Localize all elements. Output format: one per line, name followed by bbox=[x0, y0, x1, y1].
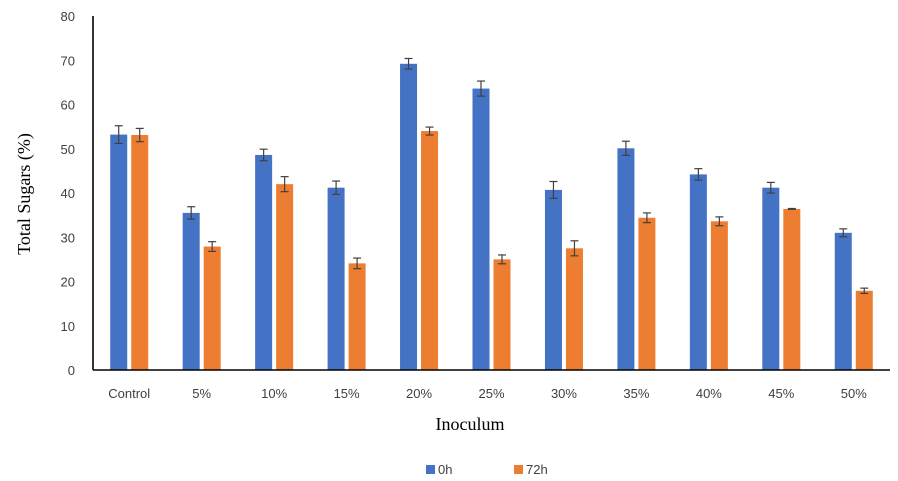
error-bar-72h-25% bbox=[498, 254, 506, 265]
bar-0h-40% bbox=[689, 174, 707, 370]
bar-72h-20% bbox=[421, 131, 439, 370]
bar-0h-20% bbox=[400, 63, 418, 370]
error-bar-72h-15% bbox=[353, 257, 362, 270]
error-bars bbox=[114, 57, 869, 295]
x-tick-label: 35% bbox=[623, 386, 649, 401]
bar-0h-45% bbox=[762, 187, 780, 370]
x-tick-label: 15% bbox=[334, 386, 360, 401]
x-tick-label: 5% bbox=[192, 386, 211, 401]
error-bar-0h-10% bbox=[259, 148, 268, 162]
y-axis-title: Total Sugars (%) bbox=[14, 133, 35, 255]
y-tick-label: 40 bbox=[61, 186, 75, 201]
error-bar-72h-30% bbox=[570, 240, 579, 257]
x-tick-label: 50% bbox=[841, 386, 867, 401]
bar-72h-40% bbox=[710, 221, 728, 370]
y-tick-label: 50 bbox=[61, 142, 75, 157]
bar-72h-25% bbox=[493, 259, 511, 370]
error-bar-0h-Control bbox=[114, 125, 123, 145]
error-bar-72h-50% bbox=[860, 287, 869, 295]
x-tick-labels: Control 5% 10% 15% 20% 25% 30% 35% 40% 45% 50% bbox=[108, 386, 867, 401]
error-bar-72h-Control bbox=[135, 127, 144, 143]
error-bar-72h-10% bbox=[280, 176, 289, 193]
bar-72h-10% bbox=[276, 184, 294, 370]
x-tick-label: 45% bbox=[768, 386, 794, 401]
bar-72h-45% bbox=[783, 208, 801, 370]
error-bar-0h-5% bbox=[187, 206, 196, 220]
legend-swatch-0h bbox=[426, 465, 435, 474]
error-bar-0h-35% bbox=[621, 140, 630, 156]
bar-72h-30% bbox=[565, 248, 583, 370]
bars bbox=[110, 63, 873, 370]
error-bar-0h-15% bbox=[332, 180, 341, 195]
bar-0h-50% bbox=[834, 232, 852, 370]
error-bar-0h-30% bbox=[549, 180, 558, 199]
bar-0h-15% bbox=[327, 187, 345, 370]
bar-0h-30% bbox=[544, 189, 562, 370]
y-tick-label: 60 bbox=[61, 98, 75, 113]
bar-72h-35% bbox=[638, 217, 656, 370]
error-bar-0h-45% bbox=[766, 181, 775, 194]
y-tick-label: 20 bbox=[61, 275, 75, 290]
y-tick-label: 0 bbox=[68, 363, 75, 378]
error-bar-0h-40% bbox=[694, 168, 703, 181]
x-tick-label: 40% bbox=[696, 386, 722, 401]
legend: 0h 72h bbox=[426, 462, 548, 477]
x-tick-label: 30% bbox=[551, 386, 577, 401]
bar-72h-5% bbox=[203, 246, 221, 370]
legend-swatch-72h bbox=[514, 465, 523, 474]
bar-72h-50% bbox=[855, 290, 873, 370]
bar-72h-Control bbox=[131, 135, 149, 370]
y-tick-labels: 0 10 20 30 40 50 60 70 80 bbox=[61, 9, 75, 378]
y-tick-label: 80 bbox=[61, 9, 75, 24]
error-bar-72h-20% bbox=[425, 126, 434, 136]
y-tick-label: 70 bbox=[61, 53, 75, 68]
legend-label-0h: 0h bbox=[438, 462, 452, 477]
error-bar-0h-25% bbox=[477, 80, 485, 97]
bar-0h-10% bbox=[255, 154, 273, 370]
bar-0h-35% bbox=[617, 148, 635, 370]
y-tick-label: 30 bbox=[61, 230, 75, 245]
error-bar-0h-20% bbox=[404, 57, 413, 70]
error-bar-72h-35% bbox=[642, 212, 651, 224]
error-bar-0h-50% bbox=[839, 228, 848, 238]
bar-0h-25% bbox=[472, 88, 490, 370]
bar-0h-Control bbox=[110, 134, 128, 370]
x-tick-label: Control bbox=[108, 386, 150, 401]
x-tick-label: 25% bbox=[478, 386, 504, 401]
error-bar-72h-40% bbox=[715, 216, 724, 227]
error-bar-72h-45% bbox=[787, 207, 796, 210]
x-tick-label: 10% bbox=[261, 386, 287, 401]
bar-0h-5% bbox=[182, 212, 200, 370]
legend-label-72h: 72h bbox=[526, 462, 548, 477]
bar-72h-15% bbox=[348, 263, 366, 370]
y-tick-label: 10 bbox=[61, 319, 75, 334]
x-axis-title: Inoculum bbox=[436, 414, 505, 434]
error-bar-72h-5% bbox=[208, 241, 217, 253]
x-tick-label: 20% bbox=[406, 386, 432, 401]
